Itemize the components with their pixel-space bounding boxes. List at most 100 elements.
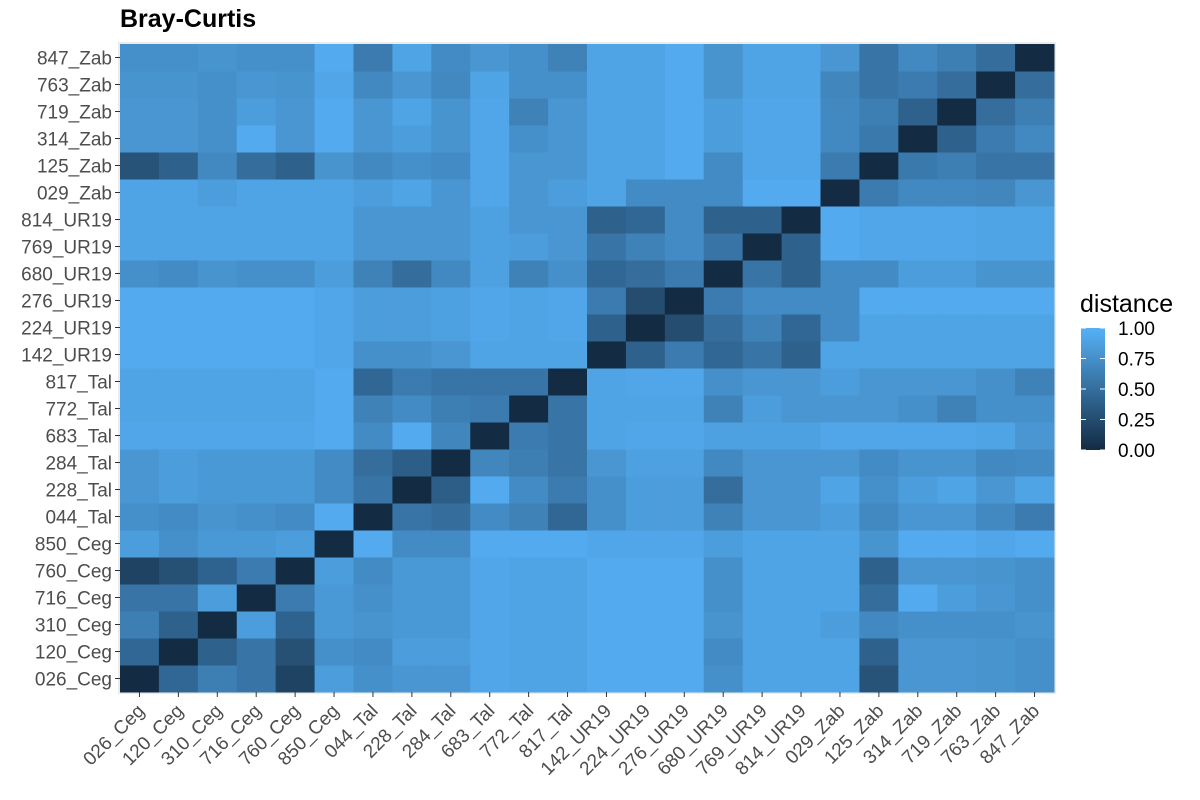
heatmap-cell (703, 260, 744, 288)
heatmap-cell (1015, 638, 1055, 666)
heatmap-cell (353, 530, 393, 558)
heatmap-cell (158, 665, 199, 693)
heatmap-cell (197, 98, 238, 126)
heatmap-cell (548, 233, 588, 261)
heatmap-cell (820, 368, 860, 396)
heatmap-cell (664, 206, 705, 234)
heatmap-cell (353, 584, 393, 612)
heatmap-cell (625, 152, 666, 180)
heatmap-cell (664, 152, 705, 180)
heatmap-cell (976, 314, 1016, 342)
heatmap-cell (1015, 233, 1055, 261)
heatmap-cell (742, 179, 783, 207)
heatmap-cell (353, 611, 393, 639)
heatmap-cell (120, 476, 160, 504)
heatmap-cell (820, 638, 860, 666)
heatmap-cell (236, 179, 277, 207)
heatmap-cell (898, 98, 938, 126)
heatmap-cell (703, 71, 744, 99)
heatmap-cell (937, 314, 977, 342)
heatmap-cell (976, 584, 1016, 612)
y-tick-label: 142_UR19 (21, 346, 112, 367)
heatmap-cell (158, 44, 199, 72)
heatmap-cell (703, 314, 744, 342)
heatmap-cell (976, 557, 1016, 585)
heatmap-cell (1015, 530, 1055, 558)
heatmap-cell (120, 98, 160, 126)
heatmap-cell (158, 476, 199, 504)
heatmap-cell (314, 314, 354, 342)
heatmap-cell (158, 530, 199, 558)
heatmap-cell (742, 368, 783, 396)
heatmap-cell (431, 44, 471, 72)
heatmap-cell (120, 206, 160, 234)
heatmap-cell (1015, 557, 1055, 585)
y-tick-label: 772_Tal (45, 400, 112, 421)
heatmap-cell (120, 152, 160, 180)
heatmap-cell (509, 233, 549, 261)
heatmap-cell (470, 314, 510, 342)
heatmap-cell (898, 476, 938, 504)
heatmap-cell (937, 71, 977, 99)
heatmap-cell (664, 449, 705, 477)
heatmap-cell (976, 422, 1016, 450)
heatmap-cell (236, 395, 277, 423)
heatmap-cell (1015, 368, 1055, 396)
heatmap-cell (703, 638, 744, 666)
heatmap-cell (859, 611, 899, 639)
heatmap-cell (703, 530, 744, 558)
heatmap-cell (275, 638, 316, 666)
heatmap-cell (197, 179, 238, 207)
heatmap-cell (781, 98, 821, 126)
heatmap-cell (275, 611, 316, 639)
heatmap-cell (314, 449, 354, 477)
heatmap-cell (236, 422, 277, 450)
heatmap-cell (548, 476, 588, 504)
heatmap-cell (275, 71, 316, 99)
heatmap-cell (742, 395, 783, 423)
heatmap-cell (509, 638, 549, 666)
heatmap-cell (548, 611, 588, 639)
heatmap-cell (314, 584, 354, 612)
heatmap-cell (781, 395, 821, 423)
heatmap-cell (703, 98, 744, 126)
heatmap-cell (625, 503, 666, 531)
heatmap-cell (937, 152, 977, 180)
heatmap-cell (392, 98, 432, 126)
heatmap-cell (625, 476, 666, 504)
heatmap-cell (158, 98, 199, 126)
heatmap-cell (587, 503, 627, 531)
heatmap-cell (1015, 584, 1055, 612)
heatmap-cell (1015, 206, 1055, 234)
heatmap-cell (587, 98, 627, 126)
heatmap-cell (158, 557, 199, 585)
heatmap-cell (859, 287, 899, 315)
x-tick-labels: 026_Ceg120_Ceg310_Ceg716_Ceg760_Ceg850_C… (80, 701, 1044, 780)
heatmap-cell (587, 179, 627, 207)
heatmap-cell (197, 260, 238, 288)
heatmap-cell (120, 395, 160, 423)
heatmap-cell (1015, 422, 1055, 450)
heatmap-cell (236, 98, 277, 126)
heatmap-cell (392, 206, 432, 234)
heatmap-cell (820, 557, 860, 585)
heatmap-cell (587, 368, 627, 396)
heatmap-cell (275, 287, 316, 315)
heatmap-cell (781, 341, 821, 369)
heatmap-cell (937, 125, 977, 153)
heatmap-cell (898, 287, 938, 315)
heatmap-cell (120, 179, 160, 207)
heatmap-cell (1015, 503, 1055, 531)
heatmap-cell (431, 584, 471, 612)
heatmap-cell (703, 341, 744, 369)
heatmap-cell (314, 71, 354, 99)
heatmap-cell (703, 287, 744, 315)
heatmap-cell (197, 665, 238, 693)
heatmap-cell (353, 71, 393, 99)
heatmap-cell (314, 98, 354, 126)
heatmap-cell (314, 152, 354, 180)
heatmap-cell (431, 638, 471, 666)
heatmap-cell (703, 611, 744, 639)
heatmap-cell (509, 152, 549, 180)
heatmap-cell (236, 638, 277, 666)
